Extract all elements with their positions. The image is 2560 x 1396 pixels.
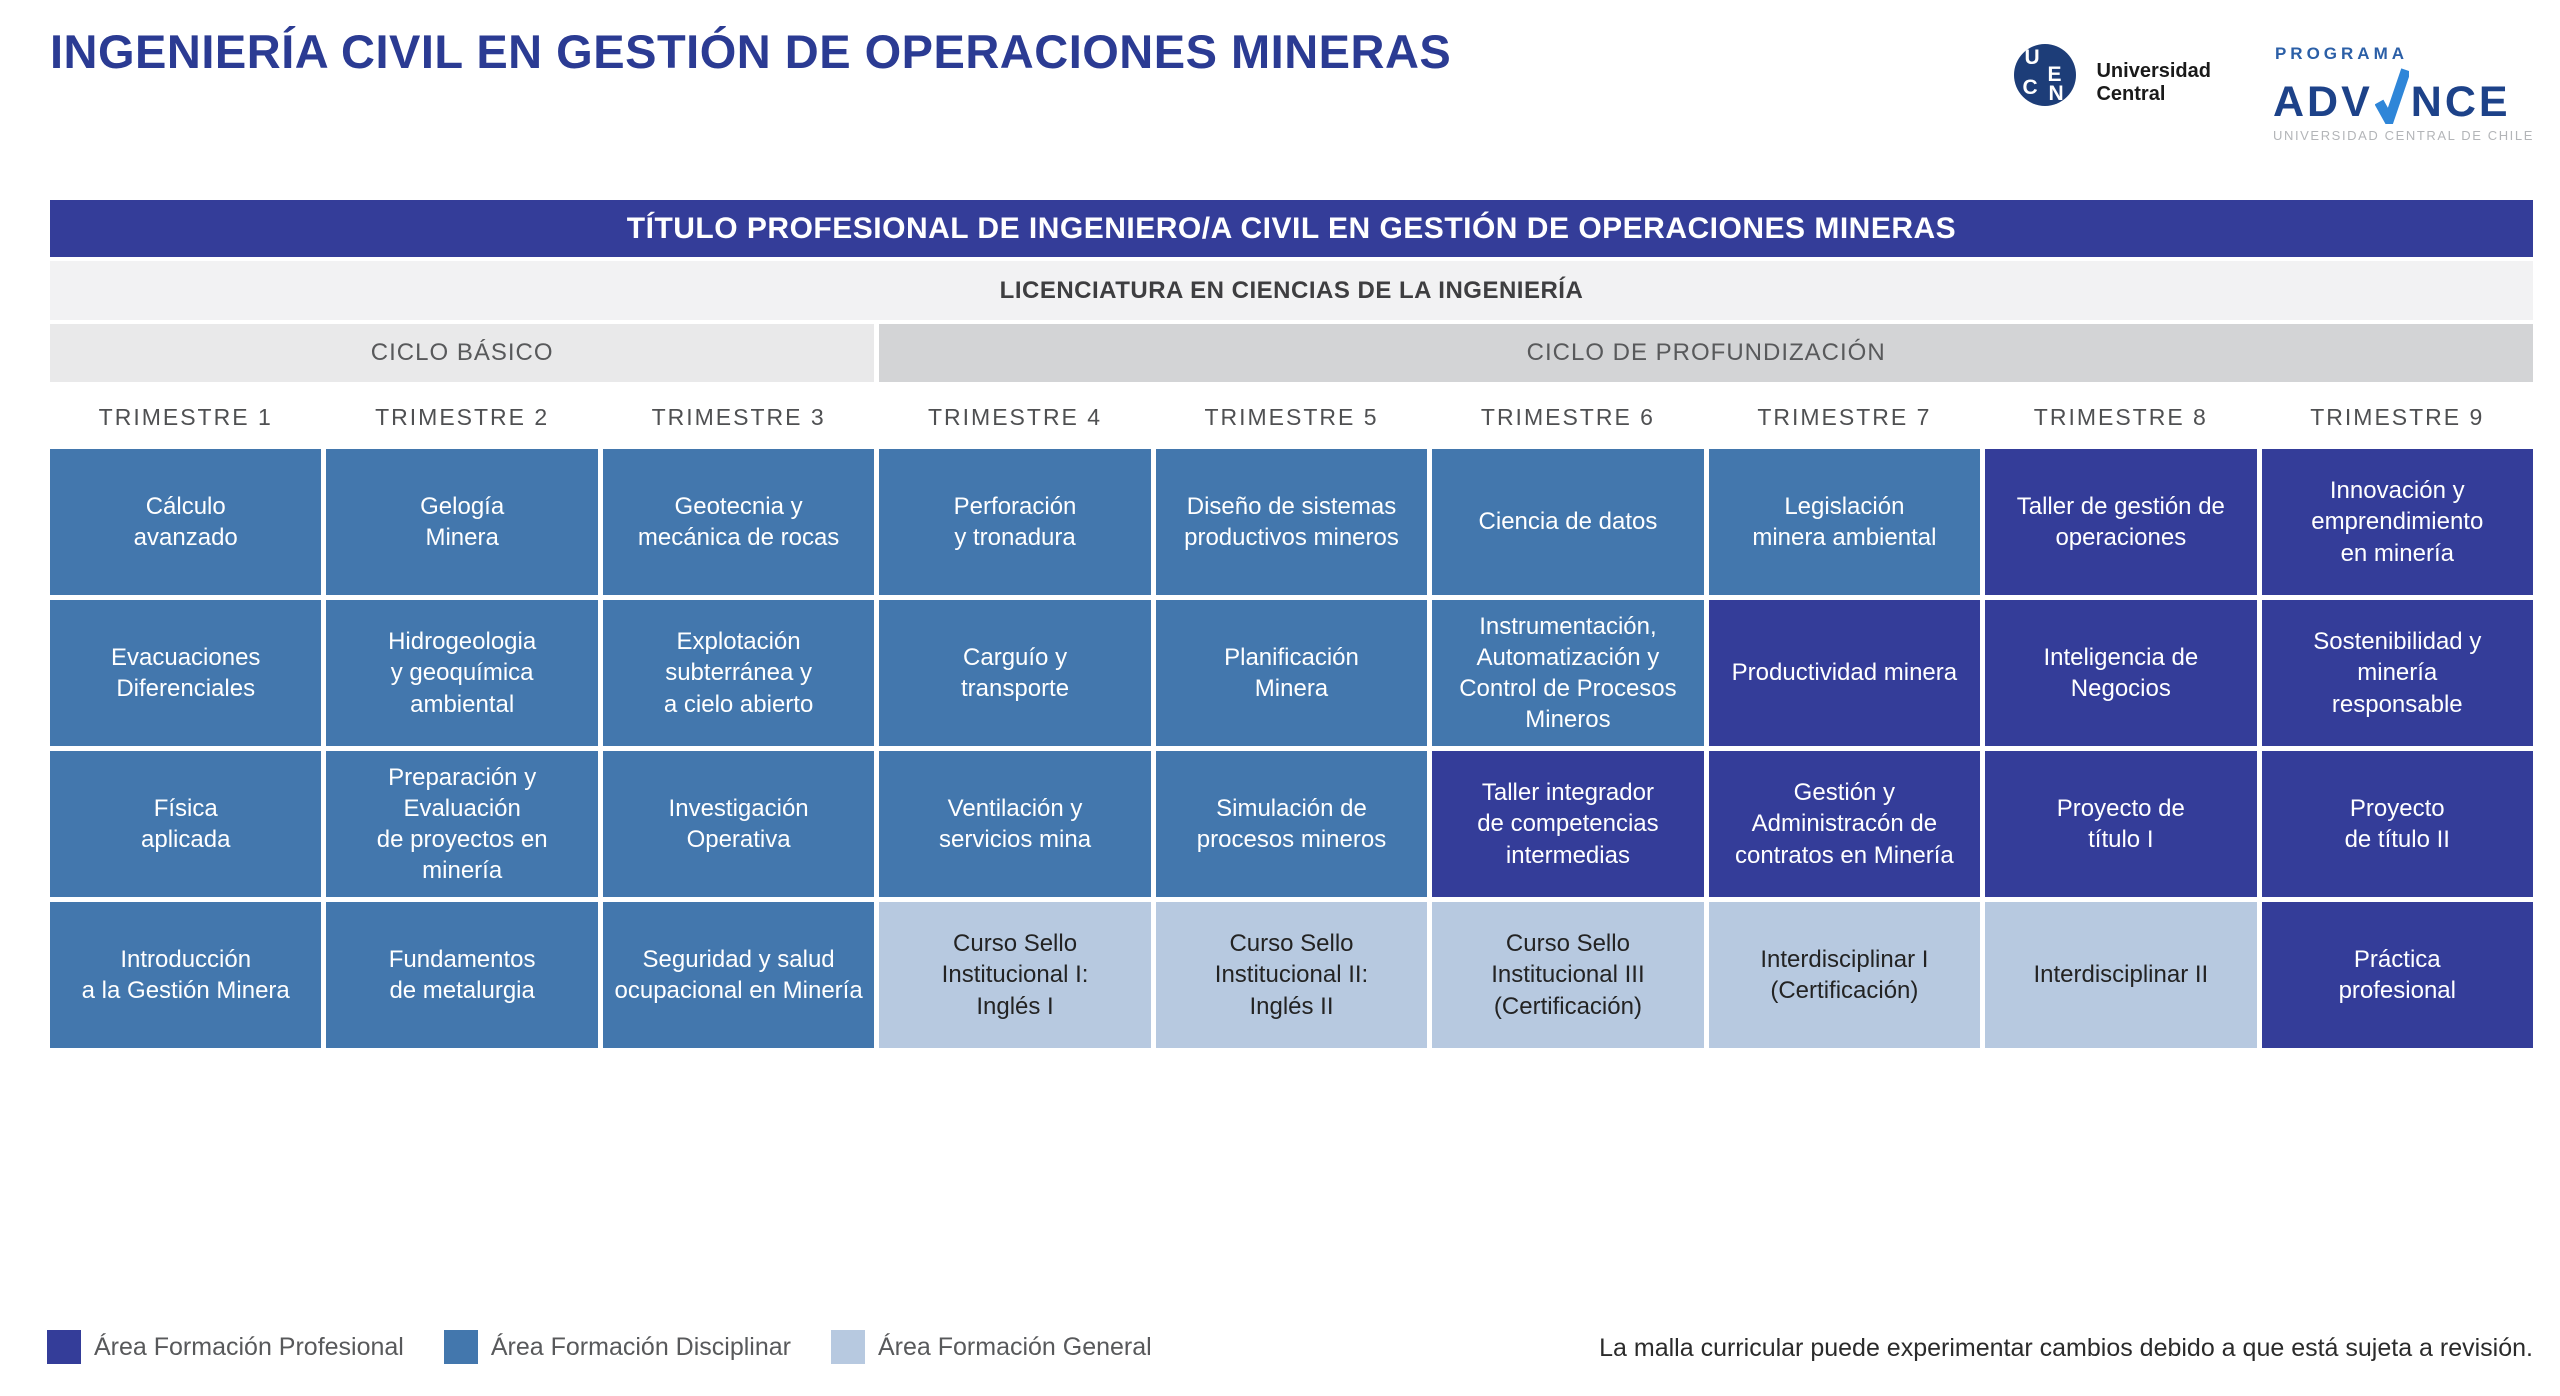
advance-wordmark-left: ADV <box>2272 77 2373 126</box>
course-cell: Simulación de procesos mineros <box>1155 751 1428 897</box>
course-cell: Productividad minera <box>1708 600 1981 746</box>
course-cell: Taller de gestión de operaciones <box>1985 449 2257 595</box>
ucen-letter: C <box>2022 76 2038 99</box>
course-cell: Preparación y Evaluación de proyectos en… <box>326 751 598 897</box>
course-cell: Sostenibilidad y minería responsable <box>2261 600 2533 746</box>
course-cell: Curso Sello Institucional III (Certifica… <box>1432 902 1704 1048</box>
course-cell: Ciencia de datos <box>1432 449 1704 595</box>
legend: Área Formación Profesional Área Formació… <box>47 1330 1152 1364</box>
ucen-letter: N <box>2048 82 2064 105</box>
legend-swatch-general <box>830 1330 865 1364</box>
legend-swatch-disciplinar <box>443 1330 478 1364</box>
course-cell: Ventilación y servicios mina <box>879 751 1151 897</box>
course-cell: Física aplicada <box>50 751 322 897</box>
degree-title-bar: TÍTULO PROFESIONAL DE INGENIERO/A CIVIL … <box>50 200 2533 257</box>
cycle-profundizacion-label: CICLO DE PROFUNDIZACIÓN <box>879 324 2533 382</box>
trimester-label: TRIMESTRE 6 <box>1480 403 1655 430</box>
ucen-letter: U <box>2024 46 2040 69</box>
legend-label: Área Formación General <box>877 1332 1152 1361</box>
legend-item-profesional: Área Formación Profesional <box>47 1330 404 1364</box>
licentiate-bar: LICENCIATURA EN CIENCIAS DE LA INGENIERÍ… <box>50 261 2533 320</box>
advance-wordmark: ADV NCE <box>2272 66 2511 126</box>
course-cell: Evacuaciones Diferenciales <box>50 600 322 746</box>
trimester-label: TRIMESTRE 1 <box>98 403 273 430</box>
course-cell: Perforación y tronadura <box>879 449 1151 595</box>
trimester-label: TRIMESTRE 9 <box>2310 403 2485 430</box>
legend-item-general: Área Formación General <box>830 1330 1152 1364</box>
ucen-logo: U E C N Universidad Central <box>2014 44 2211 106</box>
course-cell: Carguío y transporte <box>879 600 1151 746</box>
course-cell: Diseño de sistemas productivos mineros <box>1155 449 1428 595</box>
course-cell: Gestión y Administracón de contratos en … <box>1708 751 1981 897</box>
course-cell: Interdisciplinar I (Certificación) <box>1708 902 1981 1048</box>
advance-wordmark-right: NCE <box>2410 77 2511 126</box>
trimester-label: TRIMESTRE 7 <box>1757 403 1932 430</box>
course-cell: Explotación subterránea y a cielo abiert… <box>602 600 875 746</box>
page-title: INGENIERÍA CIVIL EN GESTIÓN DE OPERACION… <box>50 25 1452 78</box>
legend-label: Área Formación Profesional <box>94 1332 404 1361</box>
advance-programa-label: PROGRAMA <box>2274 44 2409 63</box>
course-cell: Curso Sello Institucional II: Inglés II <box>1155 902 1428 1048</box>
trimester-label: TRIMESTRE 4 <box>928 403 1103 430</box>
course-cell: Proyecto de título II <box>2261 751 2533 897</box>
logos: U E C N Universidad Central PROGRAMA ADV… <box>2014 44 2534 143</box>
disclaimer: La malla curricular puede experimentar c… <box>1599 1334 2533 1362</box>
curriculum-grid: Cálculo avanzado Gelogía Minera Geotecnia … <box>50 449 2533 1048</box>
cycle-basico-label: CICLO BÁSICO <box>50 324 875 382</box>
legend-swatch-profesional <box>47 1330 81 1364</box>
trimester-label: TRIMESTRE 3 <box>651 403 826 430</box>
ucen-logo-text: Universidad Central <box>2096 60 2210 106</box>
ucen-letter: E <box>2047 63 2062 86</box>
course-cell: Instrumentación, Automatización y Contro… <box>1432 600 1704 746</box>
advance-logo: PROGRAMA ADV NCE UNIVERSIDAD CENTRAL DE … <box>2273 44 2534 143</box>
course-cell: Innovación y emprendimiento en minería <box>2261 449 2533 595</box>
ucen-logo-icon: U E C N <box>2014 44 2077 106</box>
ucen-name-line1: Universidad <box>2096 60 2211 83</box>
course-cell: Geotecnia y mecánica de rocas <box>602 449 875 595</box>
course-cell: Planificación Minera <box>1155 600 1428 746</box>
course-cell: Hidrogeologia y geoquímica ambiental <box>326 600 598 746</box>
course-cell: Curso Sello Institucional I: Inglés I <box>879 902 1151 1048</box>
degree-title: TÍTULO PROFESIONAL DE INGENIERO/A CIVIL … <box>626 211 1957 245</box>
course-cell: Proyecto de título I <box>1985 751 2257 897</box>
course-cell: Investigación Operativa <box>602 751 875 897</box>
trimester-label: TRIMESTRE 5 <box>1204 403 1379 430</box>
licentiate-title: LICENCIATURA EN CIENCIAS DE LA INGENIERÍ… <box>999 276 1584 304</box>
course-cell: Fundamentos de metalurgia <box>326 902 598 1048</box>
trimester-label: TRIMESTRE 8 <box>2033 403 2208 430</box>
course-cell: Cálculo avanzado <box>50 449 322 595</box>
course-cell: Legislación minera ambiental <box>1708 449 1981 595</box>
course-cell: Gelogía Minera <box>326 449 598 595</box>
advance-subtitle: UNIVERSIDAD CENTRAL DE CHILE <box>2272 128 2534 143</box>
ucen-name-line2: Central <box>2096 82 2166 105</box>
checkmark-icon <box>2374 68 2409 124</box>
legend-item-disciplinar: Área Formación Disciplinar <box>443 1330 791 1364</box>
course-cell: Interdisciplinar II <box>1985 902 2257 1048</box>
course-cell: Introducción a la Gestión Minera <box>50 902 322 1048</box>
trimester-label: TRIMESTRE 2 <box>375 403 550 430</box>
cycle-row: CICLO BÁSICO CICLO DE PROFUNDIZACIÓN <box>50 324 2533 382</box>
course-cell: Práctica profesional <box>2261 902 2533 1048</box>
legend-label: Área Formación Disciplinar <box>490 1332 791 1361</box>
trimester-header-row: TRIMESTRE 1 TRIMESTRE 2 TRIMESTRE 3 TRIMEST… <box>50 393 2533 441</box>
course-cell: Taller integrador de competencias interm… <box>1432 751 1704 897</box>
course-cell: Inteligencia de Negocios <box>1985 600 2257 746</box>
course-cell: Seguridad y salud ocupacional en Minería <box>602 902 875 1048</box>
